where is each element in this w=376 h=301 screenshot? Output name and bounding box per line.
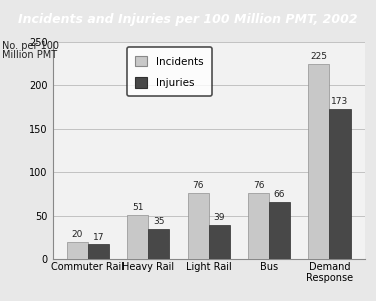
Bar	[88, 244, 109, 259]
Bar	[127, 215, 148, 259]
Text: 20: 20	[72, 230, 83, 239]
Text: 51: 51	[132, 203, 144, 212]
Bar	[188, 193, 209, 259]
Text: 17: 17	[93, 232, 104, 241]
Bar	[248, 193, 269, 259]
Bar	[209, 225, 230, 259]
Bar	[269, 202, 290, 259]
Text: 76: 76	[253, 182, 264, 190]
Text: 173: 173	[331, 97, 349, 106]
Text: 225: 225	[310, 52, 327, 61]
Text: 35: 35	[153, 217, 165, 226]
Text: Incidents and Injuries per 100 Million PMT, 2002: Incidents and Injuries per 100 Million P…	[18, 13, 358, 26]
Text: 39: 39	[214, 213, 225, 222]
Bar	[148, 228, 170, 259]
Text: Million PMT: Million PMT	[2, 50, 57, 60]
Bar	[329, 109, 350, 259]
Text: 66: 66	[274, 190, 285, 199]
Bar	[308, 64, 329, 259]
Text: No. per 100: No. per 100	[2, 41, 59, 51]
Text: 76: 76	[193, 182, 204, 190]
Bar	[67, 241, 88, 259]
Legend: Incidents, Injuries: Incidents, Injuries	[126, 47, 212, 96]
